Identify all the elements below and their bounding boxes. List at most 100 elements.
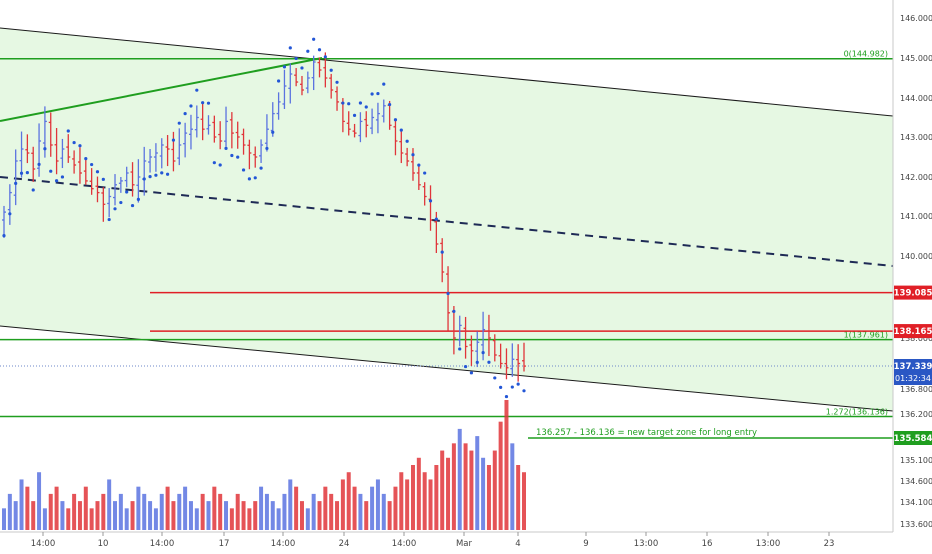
sar-dot [411,153,415,157]
sar-dot [95,170,100,174]
volume-bar [153,508,158,530]
bar-countdown-label: 01:32:34 [895,374,931,383]
volume-bar [200,493,205,530]
sar-dot [154,173,158,177]
sar-dot [230,153,234,158]
volume-bar [54,486,59,530]
fib-anchor-trendline [0,57,323,122]
sar-dot [300,66,304,70]
sar-dot [148,175,152,179]
sar-dot [458,347,462,351]
volume-bar [329,493,334,530]
sar-dot [2,233,6,238]
volume-bar [136,486,141,530]
sar-dot [317,48,322,52]
volume-bar [253,501,258,530]
volume-bar [89,508,94,530]
sar-dot [522,389,526,393]
sar-dot [376,91,380,96]
volume-bar [42,508,47,530]
volume-bar [264,493,269,530]
price-tick-label: 134.100 [900,498,932,507]
volume-bar [19,479,24,530]
sar-dot [130,203,135,208]
volume-bar [340,479,345,530]
sar-dot [335,80,339,84]
last-price-badge [894,359,932,385]
volume-bar [422,472,427,530]
sar-dot [253,176,257,180]
volume-bar [393,486,398,530]
volume-bar [66,508,71,530]
sar-dot [49,169,53,173]
volume-bar [148,501,153,530]
volume-bar [323,486,328,530]
volume-bar [364,501,369,530]
volume-bar [446,457,451,530]
sar-dot [452,309,456,313]
sar-dot [306,49,310,53]
price-axis[interactable]: 146.000 145.000 144.000 143.000 142.000 141.0… [900,14,932,529]
resistance-badge-label: 139.085 [894,289,932,299]
sar-dot [428,199,433,203]
volume-bar [405,479,410,530]
volume-bar [194,508,199,530]
sar-dot [352,113,357,117]
volume-bar [440,450,445,530]
fib-levels: 0(144.982) 1(137.961) 1.272(136.136) [0,50,893,418]
volume-bar [486,465,491,530]
price-tick-label: 136.200 [900,410,932,419]
resistance-badge [894,285,932,300]
volume-bar [218,493,223,530]
volume-bar [77,501,82,530]
sar-dot [195,88,199,92]
channel-fill [0,28,893,411]
price-tick-label: 136.800 [900,385,932,394]
sar-dot [247,177,251,181]
channel-midline [0,176,894,267]
sar-dot [66,129,70,133]
sar-dot [78,144,82,148]
volume-bar [212,486,217,530]
volume-bar [492,450,497,530]
sar-dot [177,121,181,125]
volume-bar [159,493,164,530]
volume-bar [504,400,509,530]
volume-bar [130,501,135,530]
volume-bar [235,493,240,530]
sar-dot [142,177,146,181]
sar-dot [125,190,129,194]
sar-dot [107,217,111,222]
price-levels [150,291,893,332]
volume-bar [276,508,281,530]
sar-dot [434,217,438,221]
sar-dot [463,364,468,369]
volume-bar [311,493,316,530]
volume-bar [224,501,229,530]
time-axis[interactable]: 14:00 10 14:00 17 14:00 24 14:00 Mar 4 9 13:00 16 13… [31,532,835,549]
volume-bar [60,501,65,530]
price-tick-label: 141.000 [900,212,932,221]
sar-dot [31,188,35,192]
sar-dot [84,157,88,161]
sar-dot [43,147,47,151]
sar-dot [241,168,246,172]
volume-bar [13,501,18,530]
sar-dot [101,177,105,181]
sar-dot [60,175,65,179]
volume-bar [83,486,88,530]
target-zone-note: 136.257 - 136.136 = new target zone for … [536,428,757,438]
volume-bar [188,501,193,530]
sar-dot [475,360,479,364]
time-tick-label: 13:00 [634,539,659,549]
volume-bar [282,493,287,530]
sar-dot [393,118,398,122]
sar-dot [8,212,12,216]
sar-dot [323,55,327,59]
volume-bar [142,493,147,530]
sar-dot [218,163,222,167]
volume-bar [247,508,252,530]
sar-dot [19,171,24,175]
target-badge [894,431,932,445]
